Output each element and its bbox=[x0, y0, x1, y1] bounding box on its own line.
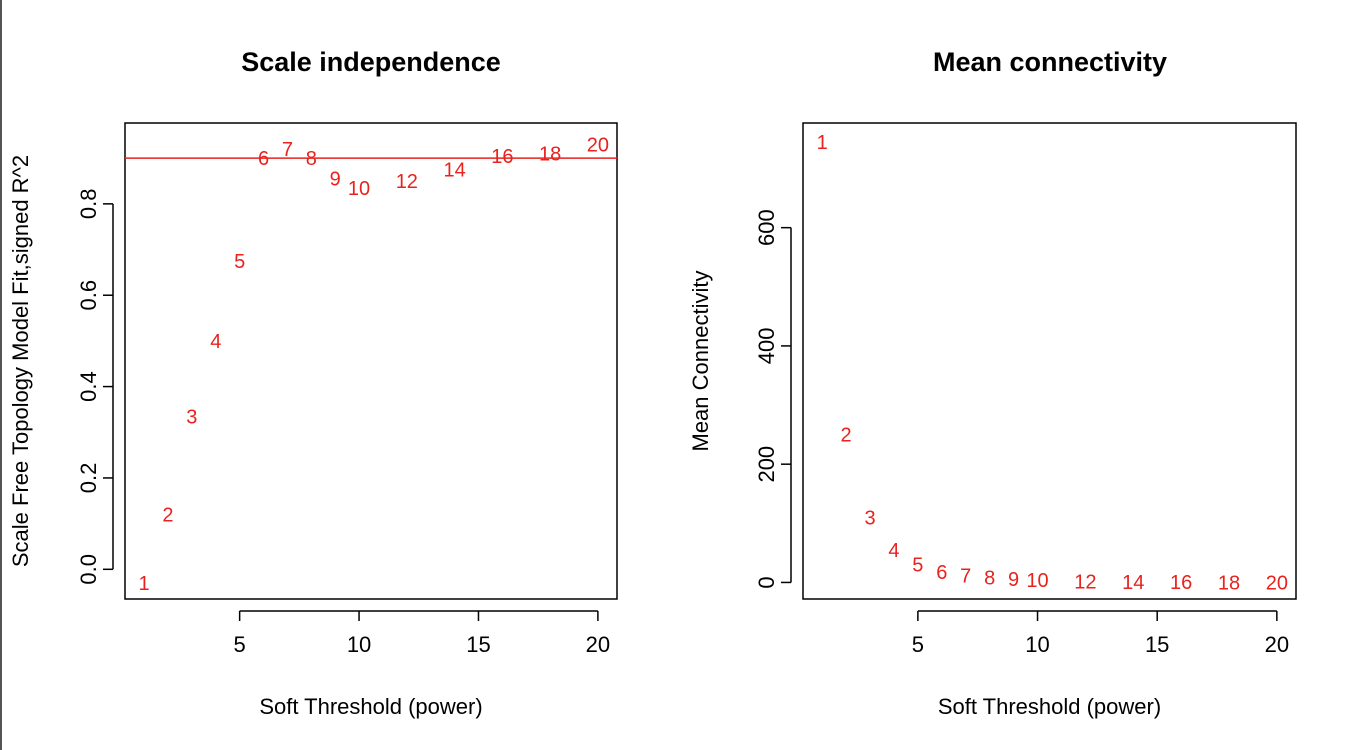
scale-independence-y-axis-label: Scale Free Topology Model Fit,signed R^2 bbox=[8, 155, 33, 567]
mean-connectivity-x-tick-label: 5 bbox=[912, 632, 924, 657]
mean-connectivity-x-tick-label: 20 bbox=[1265, 632, 1289, 657]
scale-independence-point-label: 4 bbox=[210, 331, 221, 353]
mean-connectivity-point-label: 10 bbox=[1026, 570, 1048, 592]
window-left-edge bbox=[0, 0, 2, 750]
mean-connectivity-point-label: 18 bbox=[1218, 572, 1240, 594]
scale-independence-point-label: 12 bbox=[396, 171, 418, 193]
scale-independence-point-label: 16 bbox=[491, 146, 513, 168]
scale-independence-point-label: 6 bbox=[258, 148, 269, 170]
scale-independence-y-tick-label: 0.2 bbox=[76, 463, 101, 494]
mean-connectivity-point-label: 2 bbox=[841, 425, 852, 447]
mean-connectivity-x-tick-label: 10 bbox=[1025, 632, 1049, 657]
mean-connectivity-point-label: 20 bbox=[1266, 572, 1288, 594]
scale-independence-point-label: 5 bbox=[234, 251, 245, 273]
mean-connectivity-x-axis-label: Soft Threshold (power) bbox=[938, 694, 1161, 719]
scale-independence-y-tick-label: 0.0 bbox=[76, 554, 101, 585]
mean-connectivity-plot-frame bbox=[802, 122, 1297, 600]
scale-independence-point-label: 18 bbox=[539, 144, 561, 166]
scale-independence-x-tick-label: 10 bbox=[347, 632, 371, 657]
mean-connectivity-y-tick-label: 400 bbox=[754, 328, 779, 365]
scale-independence-point-label: 3 bbox=[186, 406, 197, 428]
scale-independence-point-label: 9 bbox=[330, 169, 341, 191]
scale-independence-point-label: 7 bbox=[282, 139, 293, 161]
scale-independence-point-label: 2 bbox=[162, 504, 173, 526]
mean-connectivity-y-tick-label: 600 bbox=[754, 209, 779, 246]
mean-connectivity-point-label: 6 bbox=[936, 562, 947, 584]
mean-connectivity-point-label: 1 bbox=[817, 132, 828, 154]
mean-connectivity-point-label: 14 bbox=[1122, 572, 1144, 594]
scale-independence-y-tick-label: 0.4 bbox=[76, 371, 101, 402]
mean-connectivity-point-label: 16 bbox=[1170, 572, 1192, 594]
mean-connectivity-y-axis-label: Mean Connectivity bbox=[688, 271, 713, 452]
scale-independence-x-tick-label: 5 bbox=[234, 632, 246, 657]
scale-independence-plot-frame bbox=[124, 122, 618, 600]
mean-connectivity-title: Mean connectivity bbox=[933, 47, 1167, 77]
scale-independence-x-tick-label: 15 bbox=[466, 632, 490, 657]
scale-independence-point-label: 10 bbox=[348, 178, 370, 200]
mean-connectivity-point-label: 5 bbox=[912, 555, 923, 577]
scale-independence-y-tick-label: 0.6 bbox=[76, 280, 101, 311]
scale-independence-point-label: 8 bbox=[306, 148, 317, 170]
mean-connectivity-point-label: 9 bbox=[1008, 569, 1019, 591]
mean-connectivity-point-label: 7 bbox=[960, 565, 971, 587]
scale-independence-point-label: 1 bbox=[139, 573, 150, 595]
scale-independence-point-label: 14 bbox=[443, 160, 465, 182]
mean-connectivity-point-label: 4 bbox=[888, 540, 899, 562]
mean-connectivity-y-tick-label: 200 bbox=[754, 446, 779, 483]
scale-independence-point-label: 20 bbox=[587, 134, 609, 156]
mean-connectivity-point-label: 12 bbox=[1074, 571, 1096, 593]
scale-independence-title: Scale independence bbox=[241, 47, 501, 77]
mean-connectivity-x-tick-label: 15 bbox=[1145, 632, 1169, 657]
scale-independence-x-tick-label: 20 bbox=[586, 632, 610, 657]
mean-connectivity-point-label: 8 bbox=[984, 568, 995, 590]
scale-independence-x-axis-label: Soft Threshold (power) bbox=[259, 694, 482, 719]
mean-connectivity-y-tick-label: 0 bbox=[754, 576, 779, 588]
scale-independence-y-tick-label: 0.8 bbox=[76, 189, 101, 220]
mean-connectivity-point-label: 3 bbox=[864, 507, 875, 529]
